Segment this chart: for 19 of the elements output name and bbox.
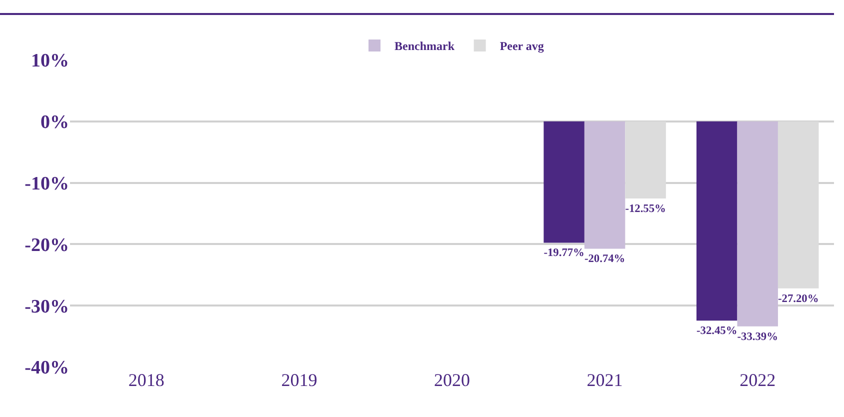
y-tick-label: -10%: [24, 173, 69, 194]
y-tick-label: -40%: [24, 358, 69, 379]
x-tick-label: 2019: [281, 370, 318, 390]
data-label: -12.55%: [625, 202, 666, 215]
y-tick-label: 0%: [40, 112, 69, 134]
y-tick-label: -20%: [24, 234, 69, 256]
legend-label: Benchmark: [394, 39, 455, 54]
legend-label: Peer avg: [500, 39, 544, 54]
y-tick-label: -30%: [24, 296, 69, 318]
x-tick-label: 2021: [586, 370, 623, 390]
x-tick-label: 2022: [740, 370, 776, 390]
data-label: -19.77%: [544, 247, 584, 260]
x-tick-label: 2018: [128, 370, 164, 390]
data-label: -27.20%: [778, 292, 819, 305]
data-label: -33.39%: [737, 330, 778, 343]
x-tick-label: 2020: [434, 370, 470, 390]
y-tick-label: 10%: [31, 50, 69, 72]
data-label: -32.45%: [696, 325, 738, 338]
data-label: -20.74%: [584, 253, 626, 266]
